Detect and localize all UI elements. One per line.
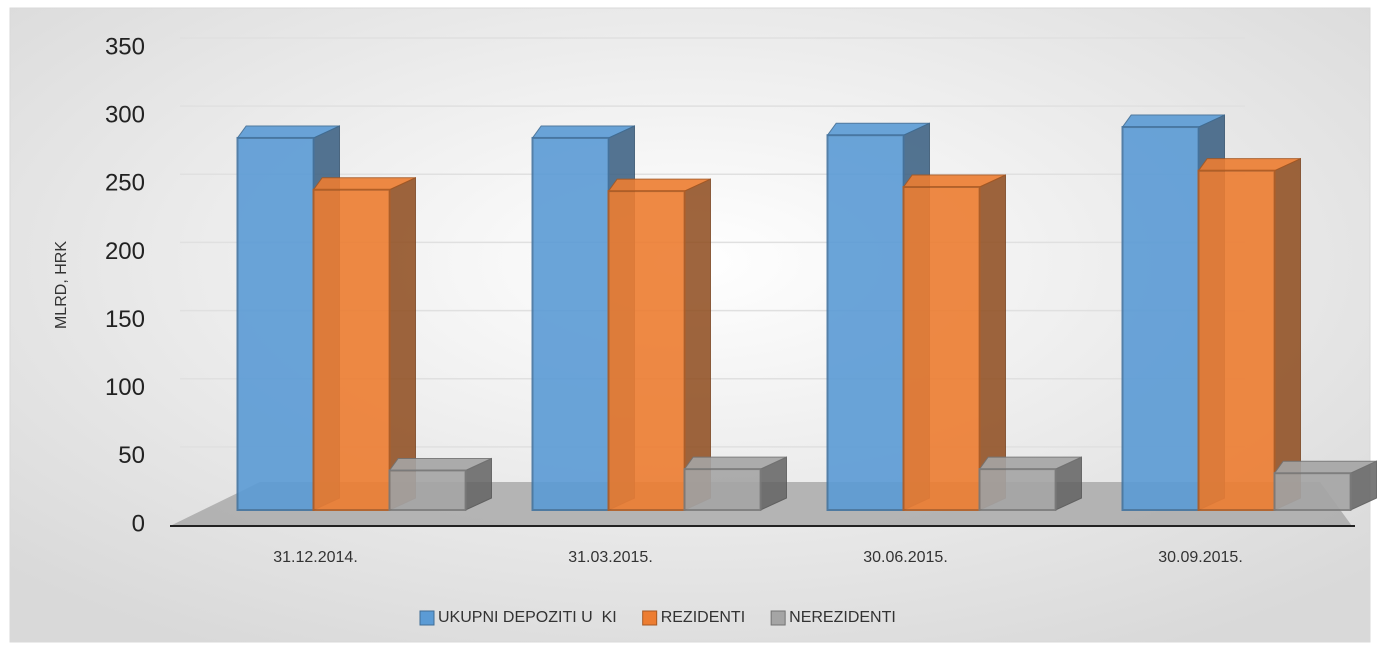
bar <box>1273 472 1352 511</box>
y-tick-label: 100 <box>105 374 145 401</box>
y-tick-label: 350 <box>105 33 145 60</box>
legend-label: NEREZIDENTI <box>789 609 896 626</box>
legend-swatch <box>419 610 435 626</box>
y-tick-label: 300 <box>105 101 145 128</box>
bar <box>683 468 762 512</box>
y-axis-label: MLRD, HRK <box>53 241 70 329</box>
bar <box>388 469 467 512</box>
bar-side <box>1274 157 1301 511</box>
y-tick-label: 200 <box>105 238 145 265</box>
bar <box>978 468 1057 512</box>
bar <box>236 136 315 511</box>
legend-swatch <box>642 610 658 626</box>
x-tick-label: 30.09.2015. <box>1158 549 1243 566</box>
legend-swatch <box>770 610 786 626</box>
legend-label: REZIDENTI <box>661 609 745 626</box>
y-tick-label: 250 <box>105 170 145 197</box>
x-tick-label: 31.12.2014. <box>273 549 358 566</box>
legend-label: UKUPNI DEPOZITI U KI <box>438 609 617 626</box>
x-tick-label: 31.03.2015. <box>568 549 653 566</box>
bar <box>312 188 391 511</box>
y-tick-label: 50 <box>118 442 145 469</box>
bar <box>607 190 686 511</box>
bar <box>902 186 981 512</box>
bar <box>1121 126 1200 511</box>
bar <box>1197 169 1276 512</box>
y-tick-label: 150 <box>105 306 145 333</box>
bar <box>826 134 905 511</box>
y-tick-label: 0 <box>132 510 145 537</box>
x-tick-label: 30.06.2015. <box>863 549 948 566</box>
bar <box>531 136 610 511</box>
